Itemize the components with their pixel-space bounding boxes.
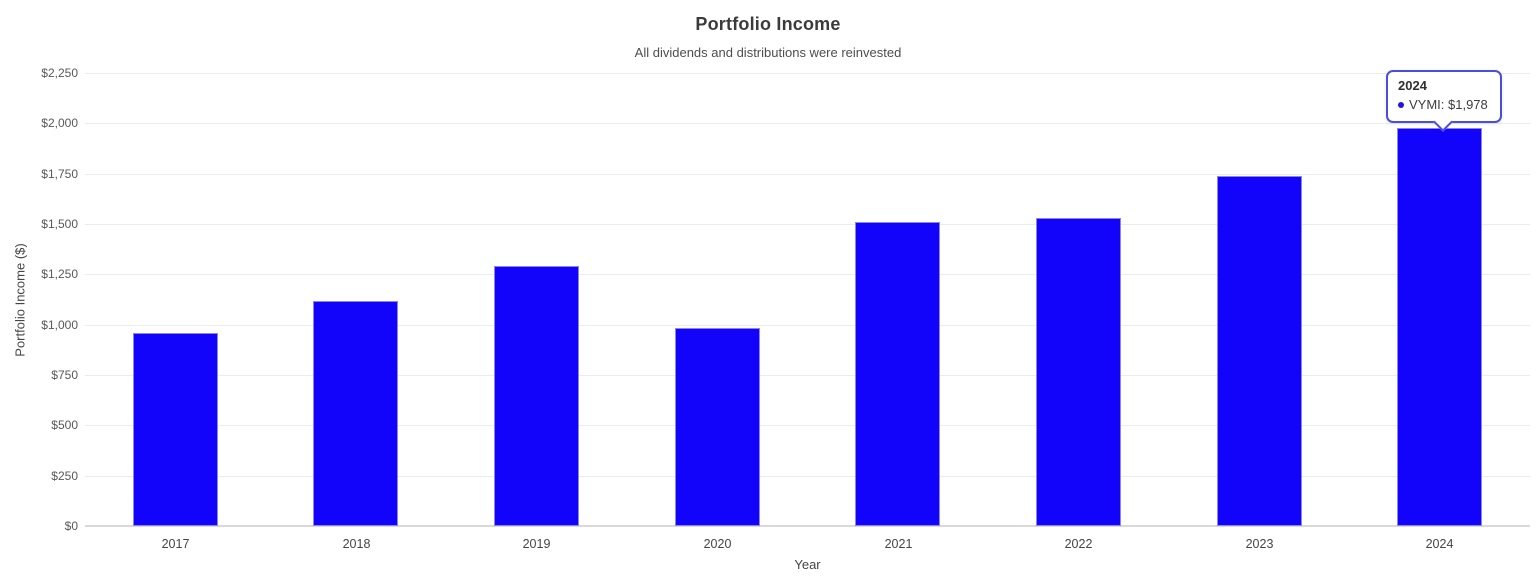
x-tick-label-2018: 2018 bbox=[342, 537, 371, 551]
gridline bbox=[85, 425, 1530, 427]
y-axis-title: Portfolio Income ($) bbox=[12, 243, 28, 357]
y-tick-label: $1,500 bbox=[41, 217, 78, 231]
y-tick-label: $2,250 bbox=[41, 66, 78, 80]
bar-2021[interactable] bbox=[855, 222, 940, 526]
gridline bbox=[85, 123, 1530, 125]
tooltip-series-row: VYMI: $1,978 bbox=[1398, 97, 1490, 113]
bar-2024[interactable] bbox=[1397, 128, 1482, 526]
y-tick-label: $0 bbox=[64, 519, 78, 533]
tooltip-series-value: VYMI: $1,978 bbox=[1409, 97, 1488, 112]
chart-title: Portfolio Income bbox=[695, 14, 841, 34]
bar-2019[interactable] bbox=[494, 266, 579, 526]
tooltip: 2024 VYMI: $1,978 bbox=[1386, 70, 1502, 132]
y-tick-label: $250 bbox=[51, 468, 78, 483]
y-tick-label: $500 bbox=[51, 418, 78, 433]
y-tick-label: $1,000 bbox=[41, 317, 78, 332]
gridline bbox=[85, 224, 1530, 225]
bar-2017[interactable] bbox=[133, 333, 218, 526]
gridline bbox=[85, 475, 1530, 477]
x-tick-label-2021: 2021 bbox=[884, 537, 913, 551]
gridline bbox=[85, 324, 1530, 326]
chart-subtitle: All dividends and distributions were rei… bbox=[634, 45, 902, 60]
x-tick-label-2024: 2024 bbox=[1425, 537, 1454, 551]
bar-2023[interactable] bbox=[1217, 176, 1302, 526]
x-tick-label-2019: 2019 bbox=[522, 537, 551, 551]
gridline bbox=[85, 274, 1530, 276]
gridline bbox=[85, 173, 1530, 175]
x-tick-label-2017: 2017 bbox=[161, 537, 190, 551]
gridline bbox=[85, 73, 1530, 74]
y-tick-label: $2,000 bbox=[41, 116, 78, 131]
x-tick-label-2020: 2020 bbox=[703, 537, 732, 551]
y-tick-label: $1,750 bbox=[41, 166, 78, 181]
x-axis-line bbox=[85, 525, 1530, 527]
bar-2020[interactable] bbox=[675, 328, 760, 526]
series-dot-icon bbox=[1398, 102, 1404, 108]
tooltip-year-label: 2024 bbox=[1398, 78, 1427, 93]
y-tick-label: $750 bbox=[51, 368, 78, 382]
bar-2018[interactable] bbox=[313, 301, 398, 526]
bar-2022[interactable] bbox=[1036, 218, 1121, 526]
gridline bbox=[85, 375, 1530, 376]
y-tick-label: $1,250 bbox=[41, 267, 78, 282]
x-tick-label-2022: 2022 bbox=[1064, 537, 1093, 551]
x-axis-title: Year bbox=[794, 557, 821, 572]
x-tick-label-2023: 2023 bbox=[1245, 537, 1274, 551]
